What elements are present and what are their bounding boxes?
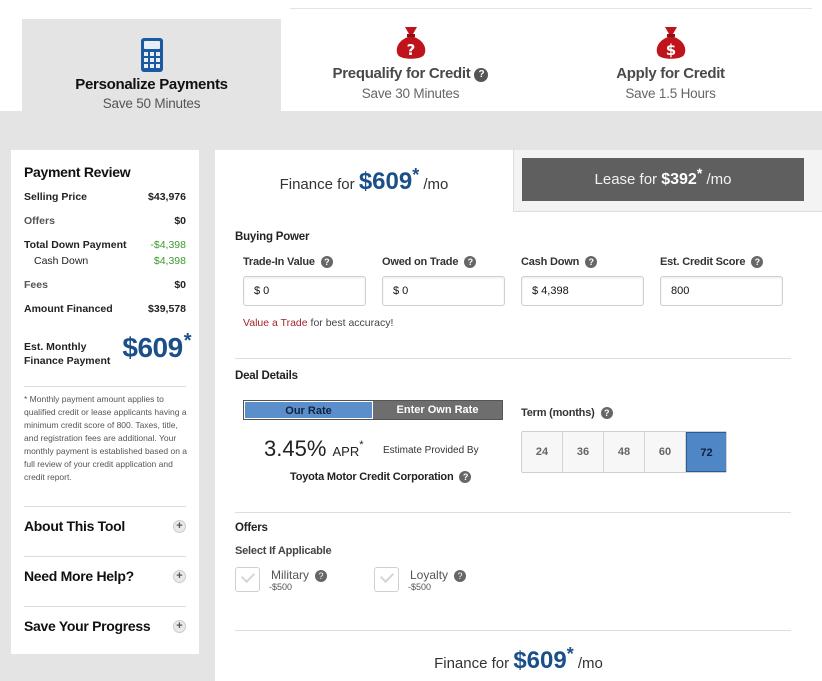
offers-row: Offers $0 [24, 215, 186, 227]
svg-text:$: $ [665, 41, 675, 59]
help-icon[interactable]: ? [474, 68, 489, 82]
military-amount: -$500 [269, 582, 293, 592]
trade-in-label: Trade-In Value? [243, 256, 333, 268]
offers-title: Offers [235, 522, 268, 534]
divider [24, 386, 186, 387]
accordion-need-more-help[interactable]: Need More Help? + [24, 568, 186, 584]
cash-down-row: Cash Down $4,398 [34, 255, 186, 267]
panel-title: Payment Review [24, 164, 131, 180]
credit-score-input[interactable]: 800 [660, 276, 783, 306]
military-label: Military? [271, 568, 327, 582]
steps-rule [290, 8, 812, 9]
loyalty-checkbox[interactable] [374, 567, 399, 592]
help-icon[interactable]: ? [600, 407, 613, 419]
finance-summary: Finance for $609* /mo [434, 644, 603, 674]
cash-down-label: Cash Down? [521, 256, 598, 268]
plus-icon[interactable]: + [173, 519, 186, 533]
step-title: Personalize Payments [75, 76, 228, 93]
disclaimer-note: * Monthly payment amount applies to qual… [24, 394, 188, 482]
lease-tab-area: Lease for $392* /mo [513, 150, 822, 212]
finance-lease-tabs: Finance for $609* /mo Lease for $392* /m… [215, 150, 822, 212]
term-label: Term (months)? [521, 407, 613, 419]
fees-row: Fees $0 [24, 279, 186, 291]
term-option-60[interactable]: 60 [645, 432, 686, 472]
tab-finance[interactable]: Finance for $609* /mo [215, 150, 513, 212]
divider [24, 606, 186, 607]
help-icon[interactable]: ? [320, 256, 333, 268]
step-subtitle: Save 50 Minutes [102, 96, 201, 111]
progress-steps: Personalize Payments Save 50 Minutes ? P… [0, 0, 822, 111]
finance-amount: $609* [358, 165, 420, 195]
estimate-provided-by: Estimate Provided By [383, 445, 479, 456]
offers-value: $0 [174, 215, 186, 227]
term-option-48[interactable]: 48 [604, 432, 645, 472]
rate-toggle: Our Rate Enter Own Rate [243, 400, 503, 420]
term-option-24[interactable]: 24 [522, 432, 563, 472]
divider [235, 630, 791, 631]
help-icon[interactable]: ? [454, 570, 467, 582]
fees-value: $0 [174, 279, 186, 291]
owed-on-trade-label: Owed on Trade? [382, 256, 477, 268]
step-apply-credit[interactable]: $ Apply for Credit Save 1.5 Hours [541, 19, 800, 111]
offers-subtitle: Select If Applicable [235, 545, 332, 557]
lease-amount: $392* [661, 165, 703, 188]
total-down-row: Total Down Payment -$4,398 [24, 239, 186, 251]
svg-text:?: ? [406, 41, 415, 59]
help-icon[interactable]: ? [315, 570, 327, 582]
term-option-72[interactable]: 72 [686, 432, 726, 472]
help-icon[interactable]: ? [464, 256, 477, 268]
monthly-payment-value: $609* [122, 330, 191, 363]
help-icon[interactable]: ? [459, 471, 472, 483]
money-bag-question-icon: ? [396, 27, 425, 59]
plus-icon[interactable]: + [173, 619, 186, 633]
military-checkbox[interactable] [235, 567, 260, 592]
step-prequalify[interactable]: ? Prequalify for Credit? Save 30 Minutes [281, 19, 540, 111]
calculator-panel: Finance for $609* /mo Lease for $392* /m… [215, 150, 822, 681]
divider [24, 506, 186, 507]
check-icon [240, 568, 256, 584]
monthly-payment-label: Est. Monthly Finance Payment [24, 341, 111, 367]
plus-icon[interactable]: + [173, 569, 186, 583]
help-icon[interactable]: ? [585, 256, 598, 268]
step-subtitle: Save 30 Minutes [361, 86, 460, 101]
money-bag-dollar-icon: $ [656, 27, 685, 59]
apr-display: 3.45% APR* [264, 436, 364, 461]
loyalty-label: Loyalty? [410, 568, 467, 582]
trade-note: Value a Trade for best accuracy! [243, 317, 394, 329]
step-subtitle: Save 1.5 Hours [625, 86, 716, 101]
amount-financed-row: Amount Financed $39,578 [24, 303, 186, 315]
finance-summary-amount: $609* [513, 644, 574, 674]
owed-on-trade-input[interactable]: $ 0 [382, 276, 505, 306]
value-a-trade-link[interactable]: Value a Trade [243, 317, 308, 329]
total-down-value: -$4,398 [150, 239, 186, 251]
calculator-icon [140, 38, 163, 72]
deal-details-title: Deal Details [235, 370, 298, 382]
selling-price-value: $43,976 [148, 191, 186, 203]
help-icon[interactable]: ? [751, 256, 764, 268]
divider [24, 556, 186, 557]
payment-review-panel: Payment Review Selling Price $43,976 Off… [11, 150, 199, 654]
our-rate-button[interactable]: Our Rate [244, 401, 373, 419]
step-title: Prequalify for Credit? [281, 65, 540, 82]
divider [235, 358, 791, 359]
term-selector: 24 36 48 60 72 [521, 431, 727, 473]
step-title: Apply for Credit [616, 65, 725, 82]
enter-own-rate-button[interactable]: Enter Own Rate [373, 401, 502, 419]
buying-power-title: Buying Power [235, 231, 310, 243]
credit-score-label: Est. Credit Score? [660, 256, 764, 268]
selling-price-row: Selling Price $43,976 [24, 191, 186, 203]
step-personalize-payments[interactable]: Personalize Payments Save 50 Minutes [22, 19, 281, 111]
cash-down-input[interactable]: $ 4,398 [521, 276, 644, 306]
divider [235, 512, 791, 513]
check-icon [379, 568, 395, 584]
trade-in-input[interactable]: $ 0 [243, 276, 366, 306]
accordion-save-your-progress[interactable]: Save Your Progress + [24, 618, 186, 634]
tab-lease[interactable]: Lease for $392* /mo [522, 158, 804, 201]
accordion-about-this-tool[interactable]: About This Tool + [24, 518, 186, 534]
loyalty-amount: -$500 [408, 582, 432, 592]
amount-financed-value: $39,578 [148, 303, 186, 315]
term-option-36[interactable]: 36 [563, 432, 604, 472]
cash-down-value: $4,398 [153, 255, 186, 267]
lender-name: Toyota Motor Credit Corporation? [290, 471, 472, 483]
